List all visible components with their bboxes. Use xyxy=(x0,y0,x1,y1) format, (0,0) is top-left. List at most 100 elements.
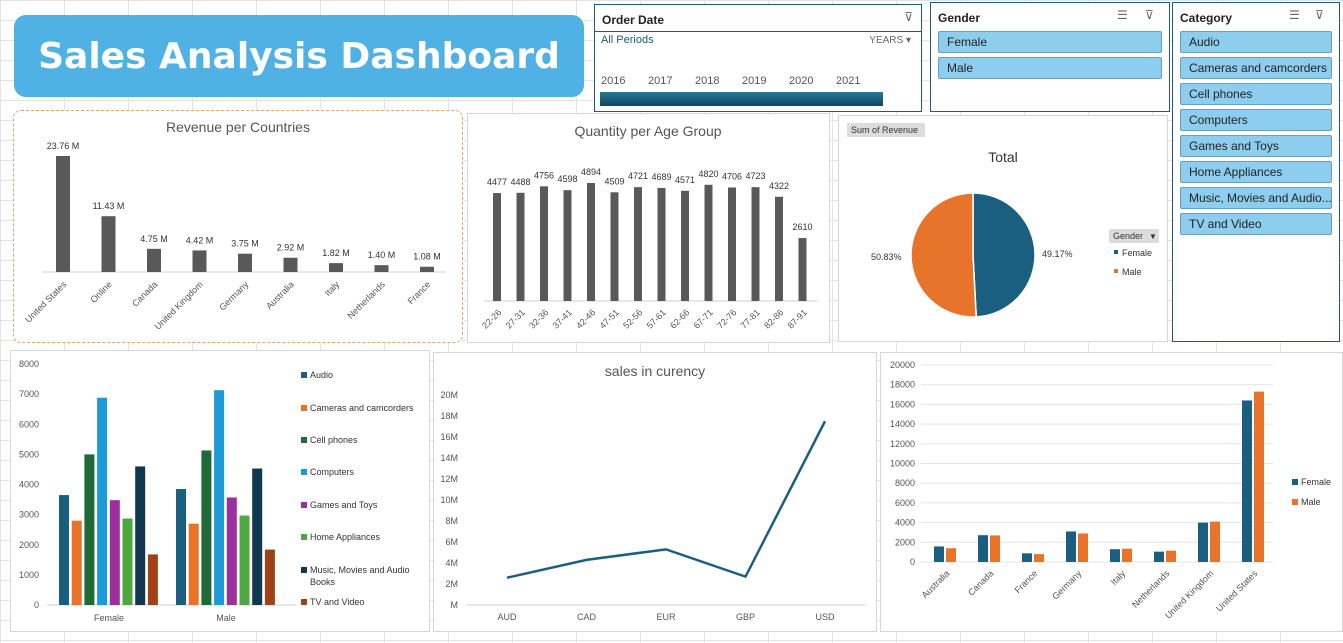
chevron-down-icon: ▾ xyxy=(905,35,911,46)
y-tick-label: 4000 xyxy=(19,480,39,490)
bar xyxy=(704,184,713,301)
year-label[interactable]: 2021 xyxy=(836,75,861,87)
y-tick-label: 20000 xyxy=(890,360,915,370)
category-item[interactable]: Music, Movies and Audio... xyxy=(1180,187,1332,209)
category-item[interactable]: Computers xyxy=(1180,109,1332,131)
y-tick-label: 8000 xyxy=(19,359,39,369)
multi-select-icon[interactable]: ☰ xyxy=(1117,8,1128,22)
legend-swatch xyxy=(1114,250,1118,254)
data-label: 4509 xyxy=(604,176,624,186)
tick-label: 87-91 xyxy=(786,307,809,330)
bar xyxy=(56,156,70,272)
legend-swatch xyxy=(1292,479,1298,485)
timeline-bar[interactable] xyxy=(600,92,883,106)
y-tick-label: 14M xyxy=(440,453,458,463)
clear-filter-icon[interactable]: ⊽ xyxy=(1145,8,1154,22)
y-tick-label: 3000 xyxy=(19,510,39,520)
bar xyxy=(101,216,116,272)
bar xyxy=(109,500,120,605)
time-level-dropdown[interactable]: YEARS ▾ xyxy=(869,35,911,46)
data-label: 4477 xyxy=(487,177,507,187)
y-tick-label: 16000 xyxy=(890,399,915,409)
y-tick-label: 16M xyxy=(440,432,458,442)
bar xyxy=(59,495,69,605)
x-tick-label: Canada xyxy=(966,568,995,597)
bar xyxy=(798,238,807,301)
legend-label: Cell phones xyxy=(310,435,358,445)
y-tick-label: 6000 xyxy=(19,419,39,429)
x-tick-label: France xyxy=(1013,568,1040,595)
data-label: 4571 xyxy=(675,175,695,185)
clear-filter-icon[interactable]: ⊽ xyxy=(1315,8,1324,22)
y-tick-label: 2000 xyxy=(895,537,915,547)
quantity-per-age-chart: Quantity per Age Group 4477 22-26 4488 27-31… xyxy=(467,113,830,343)
data-label: 23.76 M xyxy=(47,141,80,151)
year-label[interactable]: 2020 xyxy=(789,75,814,87)
year-label[interactable]: 2019 xyxy=(742,75,767,87)
bar xyxy=(1078,533,1088,562)
gender-item-female[interactable]: Female xyxy=(938,31,1162,53)
y-tick-label: 7000 xyxy=(19,389,39,399)
chevron-down-icon: ▼ xyxy=(1149,232,1157,241)
category-item[interactable]: TV and Video xyxy=(1180,213,1332,235)
clear-filter-icon[interactable]: ⊽ xyxy=(904,10,913,24)
legend-swatch xyxy=(301,502,307,508)
legend-label: Games and Toys xyxy=(310,500,378,510)
category-item[interactable]: Audio xyxy=(1180,31,1332,53)
bar xyxy=(1254,391,1264,562)
data-label: 50.83% xyxy=(871,252,902,262)
category-item[interactable]: Home Appliances xyxy=(1180,161,1332,183)
bar xyxy=(728,187,736,301)
legend-swatch xyxy=(1114,269,1118,273)
year-label[interactable]: 2016 xyxy=(601,75,626,87)
data-label: 4.75 M xyxy=(140,234,168,244)
category-item[interactable]: Cell phones xyxy=(1180,83,1332,105)
order-date-slicer[interactable]: Order Date ⊽ All Periods YEARS ▾ 2016 201… xyxy=(594,4,922,112)
legend-swatch xyxy=(301,599,307,605)
x-tick-label: United States xyxy=(1214,568,1260,614)
y-tick-label: 20M xyxy=(440,390,458,400)
legend-title: Gender xyxy=(1113,231,1143,241)
y-tick-label: 0 xyxy=(910,557,915,567)
gender-slicer: Gender ☰ ⊽ Female Male xyxy=(930,2,1170,112)
bar xyxy=(1166,550,1176,562)
category-slicer: Category ☰ ⊽ Audio Cameras and camcorders… xyxy=(1172,2,1340,342)
data-label: 4706 xyxy=(722,172,742,182)
tick-label: 82-86 xyxy=(762,307,785,330)
time-level-label: YEARS xyxy=(869,35,904,46)
dashboard-title: Sales Analysis Dashboard xyxy=(38,35,560,77)
year-label[interactable]: 2017 xyxy=(648,75,673,87)
bar xyxy=(563,190,572,301)
chart-title: Revenue per Countries xyxy=(166,119,310,135)
legend-field-button xyxy=(1109,229,1159,243)
x-tick-label: Australia xyxy=(920,568,952,600)
y-tick-label: M xyxy=(451,600,459,610)
x-tick-label: EUR xyxy=(656,612,676,622)
legend-label: Female xyxy=(1122,248,1152,258)
y-tick-label: 1000 xyxy=(19,570,39,580)
bar xyxy=(775,196,783,301)
bar xyxy=(751,187,760,301)
multi-select-icon[interactable]: ☰ xyxy=(1289,8,1300,22)
chart-title: Quantity per Age Group xyxy=(574,123,721,139)
bar xyxy=(329,263,343,272)
data-label: 1.08 M xyxy=(413,252,441,262)
year-label[interactable]: 2018 xyxy=(695,75,720,87)
bar xyxy=(1210,521,1220,562)
category-item[interactable]: Games and Toys xyxy=(1180,135,1332,157)
bar xyxy=(192,250,207,272)
gender-item-male[interactable]: Male xyxy=(938,57,1162,79)
tick-label: 22-26 xyxy=(480,307,503,330)
chart-title: Total xyxy=(988,149,1018,165)
data-label: 49.17% xyxy=(1042,249,1073,259)
revenue-gender-pie-chart: Sum of Revenue Total 49.17% 50.83% Gender ▼ Fe… xyxy=(838,115,1168,342)
bar xyxy=(540,186,548,301)
y-tick-label: 12000 xyxy=(890,439,915,449)
bar xyxy=(147,554,158,605)
x-tick-label: Italy xyxy=(1109,568,1128,587)
data-label: 2610 xyxy=(792,222,812,232)
bar xyxy=(946,548,956,562)
category-item[interactable]: Cameras and camcorders xyxy=(1180,57,1332,79)
data-label: 4894 xyxy=(581,167,601,177)
y-tick-label: 8M xyxy=(445,516,458,526)
